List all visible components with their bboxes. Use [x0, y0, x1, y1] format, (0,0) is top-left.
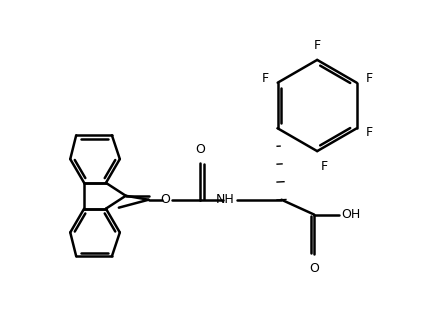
Text: F: F: [321, 160, 328, 173]
Text: F: F: [366, 126, 373, 139]
Text: O: O: [195, 143, 205, 156]
Text: OH: OH: [341, 208, 360, 221]
Text: F: F: [261, 72, 269, 85]
Text: NH: NH: [216, 193, 235, 206]
Text: O: O: [161, 193, 170, 206]
Text: O: O: [309, 262, 319, 275]
Text: F: F: [314, 39, 321, 52]
Text: F: F: [366, 72, 373, 85]
